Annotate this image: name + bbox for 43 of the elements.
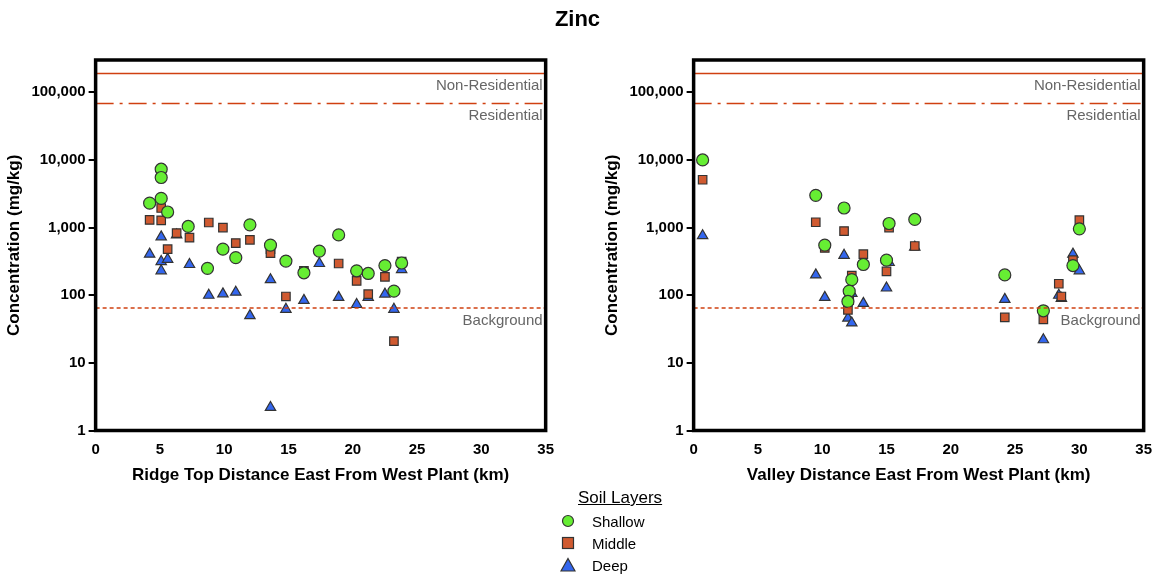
y-tick-label: 100 [658, 285, 684, 303]
x-tick-label: 20 [942, 439, 960, 457]
x-tick-label: 10 [813, 439, 831, 457]
y-tick-label: 10 [68, 353, 86, 371]
ref-line-label: Background [462, 310, 543, 328]
y-tick-label: 100 [60, 285, 86, 303]
y-tick-label: 1,000 [646, 217, 684, 235]
x-tick-label: 10 [215, 439, 233, 457]
x-tick-label: 30 [473, 439, 490, 457]
x-tick-label: 15 [280, 439, 297, 457]
chart-title: Zinc [553, 6, 602, 32]
y-axis-title: Concentration (mg/kg) [601, 154, 621, 336]
x-tick-label: 5 [753, 439, 763, 457]
x-tick-label: 35 [537, 439, 554, 457]
x-tick-label: 20 [344, 439, 362, 457]
y-tick-label: 100,000 [629, 82, 684, 100]
legend-label: Deep [592, 556, 628, 574]
legend-label: Shallow [592, 512, 645, 530]
y-tick-label: 10,000 [39, 150, 86, 168]
ref-line-label: Non-Residential [1033, 76, 1141, 94]
y-tick-label: 10 [666, 353, 684, 371]
x-axis-title: Ridge Top Distance East From West Plant (km) [132, 465, 510, 485]
x-tick-label: 0 [689, 439, 698, 457]
legend-label: Middle [592, 534, 637, 552]
y-tick-label: 1,000 [48, 217, 86, 235]
y-tick-label: 10,000 [637, 150, 684, 168]
ref-line-label: Residential [1066, 106, 1141, 124]
y-tick-label: 1 [77, 420, 86, 438]
y-axis-title: Concentration (mg/kg) [3, 154, 23, 336]
y-tick-label: 1 [675, 420, 684, 438]
ref-line-label: Background [1060, 310, 1141, 328]
x-tick-label: 30 [1071, 439, 1088, 457]
x-tick-label: 15 [878, 439, 895, 457]
legend-title: Soil Layers [578, 488, 663, 508]
x-tick-label: 25 [408, 439, 426, 457]
x-tick-label: 25 [1006, 439, 1024, 457]
y-tick-label: 100,000 [31, 82, 86, 100]
ref-line-label: Residential [468, 106, 543, 124]
x-axis-title: Valley Distance East From West Plant (km) [746, 465, 1091, 485]
ref-line-label: Non-Residential [435, 76, 543, 94]
x-tick-label: 35 [1135, 439, 1152, 457]
x-tick-label: 0 [91, 439, 100, 457]
x-tick-label: 5 [155, 439, 165, 457]
